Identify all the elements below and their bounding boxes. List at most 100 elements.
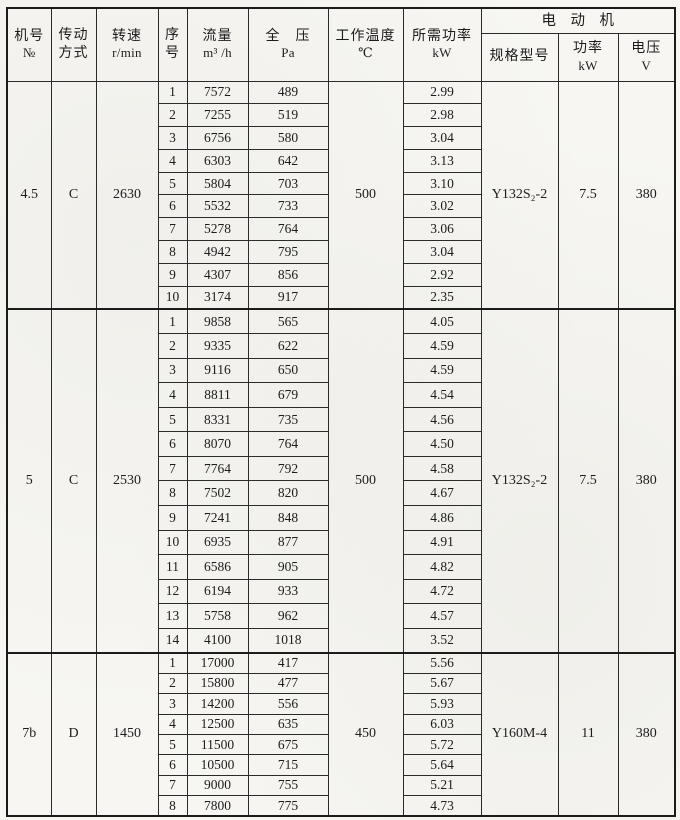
flow-cell: 8331 [186,406,249,433]
flow-cell: 14200 [186,693,249,715]
table-row: 3 6756 580 3.04 [7,126,675,150]
req-power-cell: 4.86 [402,504,482,531]
pressure-cell: 933 [247,578,329,605]
serial-cell: 1 [157,80,188,105]
serial-cell: 10 [157,529,188,556]
flow-cell: 6756 [186,126,249,150]
req-power-cell: 2.99 [402,80,482,105]
pressure-cell: 635 [247,713,329,735]
pressure-cell: 489 [247,80,329,105]
serial-cell: 7 [157,455,188,482]
req-power-cell: 4.91 [402,529,482,556]
flow-cell: 4307 [186,262,249,287]
header-label: 流量 [202,28,233,44]
flow-cell: 5804 [186,171,249,196]
pressure-cell: 1018 [247,627,329,654]
req-power-cell: 4.58 [402,455,482,482]
serial-cell: 3 [157,693,188,715]
req-power-cell: 5.21 [402,774,482,797]
req-power-cell: 3.10 [402,171,482,196]
header-label: 号 [165,45,180,61]
req-power-cell: 5.56 [402,651,482,674]
req-power-cell: 2.92 [402,262,482,287]
header-label: 所需功率 [412,28,472,44]
table-row: 7 5278 764 3.06 [7,217,675,242]
machine-no-cell: 4.5 [6,80,52,310]
header-label: 序 [165,28,180,44]
pressure-cell: 962 [247,603,329,629]
pressure-cell: 650 [247,357,329,384]
pressure-cell: 735 [247,406,329,433]
speed-cell: 2530 [95,307,159,654]
pressure-cell: 477 [247,672,329,695]
req-power-cell: 6.03 [402,713,482,735]
pressure-cell: 820 [247,480,329,506]
header-unit: № [22,45,36,61]
table-row: 14 4100 1018 3.52 [7,627,675,654]
flow-cell: 7764 [186,455,249,482]
pressure-cell: 417 [247,651,329,674]
req-power-cell: 3.02 [402,194,482,219]
table-header: 机号 № 传动 方式 转速 r/min 序 号 流量 m³ /h 全 压 Pa [6,7,676,82]
voltage-cell: 380 [617,307,676,654]
serial-cell: 2 [157,672,188,695]
req-power-cell: 4.67 [402,480,482,506]
serial-cell: 3 [157,126,188,150]
flow-cell: 11500 [186,733,249,756]
req-power-cell: 4.73 [402,795,482,817]
header-unit: kW [578,57,598,73]
req-power-cell: 4.59 [402,333,482,359]
header-label: 方式 [58,45,89,61]
pressure-cell: 877 [247,529,329,556]
pressure-cell: 764 [247,431,329,457]
serial-cell: 14 [157,627,188,654]
table-row: 7 9000 755 5.21 [7,774,675,797]
serial-cell: 4 [157,148,188,173]
req-power-cell: 3.13 [402,148,482,173]
table-row: 4 12500 635 6.03 [7,713,675,735]
serial-cell: 11 [157,554,188,580]
pressure-cell: 755 [247,774,329,797]
req-power-cell: 5.93 [402,693,482,715]
flow-cell: 17000 [186,651,249,674]
table-row: 12 6194 933 4.72 [7,578,675,605]
pressure-cell: 642 [247,148,329,173]
flow-cell: 4100 [186,627,249,654]
table-body: 4.5 C 2630 1 7572 489 500 2.99 Y132S₂-2 7.5 380 2 72… [6,80,676,817]
table-row: 10 3174 917 2.35 [7,285,675,310]
motor-power-cell: 7.5 [557,80,619,310]
col-header-temp: 工作温度 ℃ [327,7,404,82]
col-header-pressure: 全 压 Pa [247,7,329,82]
table-row: 5 C 2530 1 9858 565 500 4.05 Y132S₂-2 7.5 380 [6,307,676,654]
flow-cell: 7800 [186,795,249,817]
table-row: 7b D 1450 1 17000 417 450 5.56 Y160M-4 11 380 [6,651,676,817]
flow-cell: 7572 [186,80,249,105]
col-header-req-power: 所需功率 kW [402,7,482,82]
flow-cell: 6194 [186,578,249,605]
req-power-cell: 2.98 [402,103,482,128]
serial-cell: 13 [157,603,188,629]
machine-no-cell: 5 [6,307,52,654]
col-header-serial: 序 号 [157,7,188,82]
table-row: 6 10500 715 5.64 [7,754,675,776]
pressure-cell: 792 [247,455,329,482]
serial-cell: 6 [157,194,188,219]
temp-cell: 500 [327,80,404,310]
table-row: 8 7502 820 4.67 [7,480,675,506]
serial-cell: 8 [157,480,188,506]
voltage-cell: 380 [617,80,676,310]
table-row: 5 5804 703 3.10 [7,171,675,196]
flow-cell: 10500 [186,754,249,776]
header-row-top: 机号 № 传动 方式 转速 r/min 序 号 流量 m³ /h 全 压 Pa [6,7,676,82]
req-power-cell: 5.64 [402,754,482,776]
req-power-cell: 4.72 [402,578,482,605]
flow-cell: 7255 [186,103,249,128]
serial-cell: 6 [157,754,188,776]
serial-cell: 8 [157,795,188,817]
table-row: 3 9116 650 4.59 [7,357,675,384]
header-label: 机号 [14,28,45,44]
pressure-cell: 733 [247,194,329,219]
pressure-cell: 580 [247,126,329,150]
speed-cell: 1450 [95,651,159,817]
speed-cell: 2630 [95,80,159,310]
